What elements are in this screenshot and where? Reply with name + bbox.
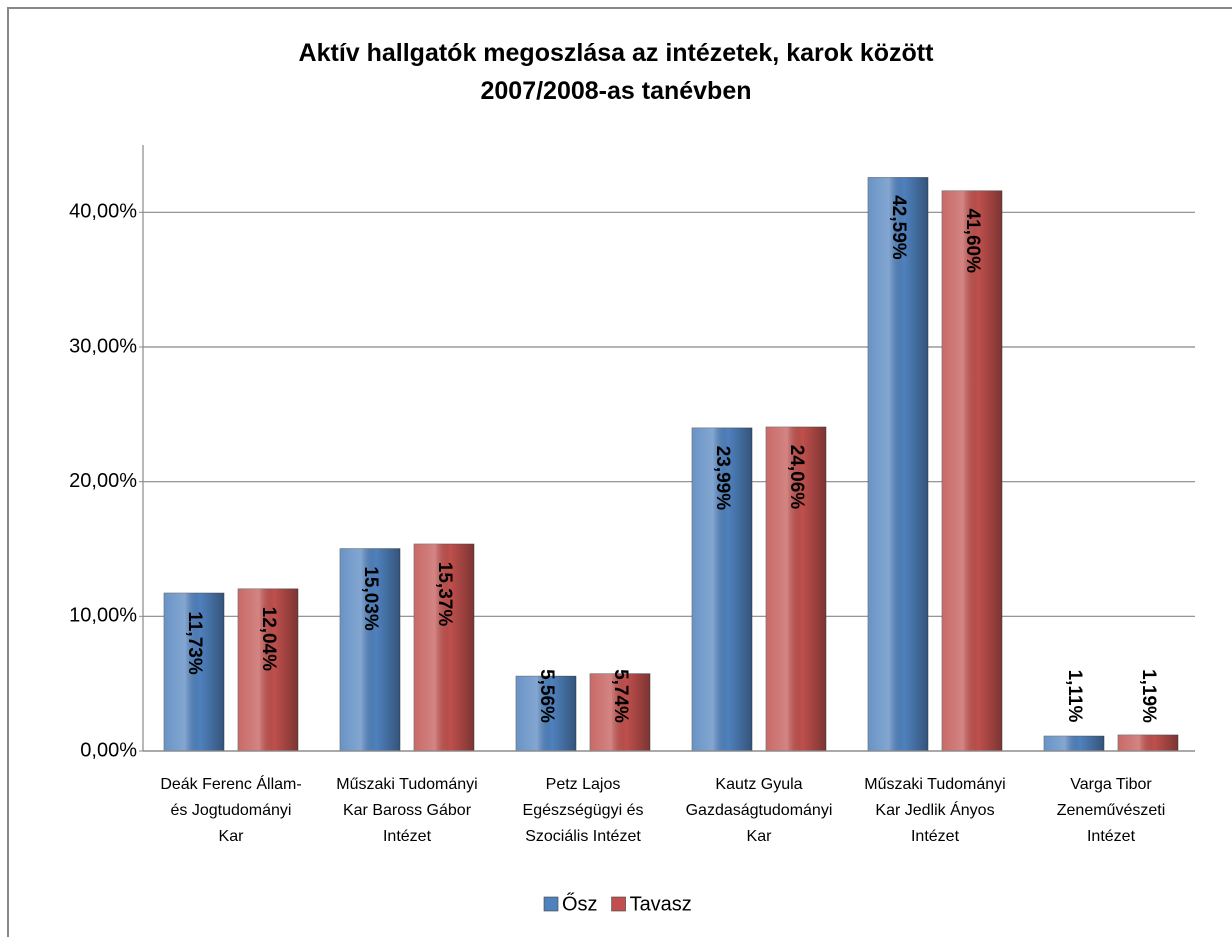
data-label: 1,11% [1064, 670, 1085, 723]
data-label: 5,56% [536, 669, 557, 723]
legend-swatch [543, 896, 559, 912]
chart-title: Aktív hallgatók megoszlása az intézetek,… [298, 39, 934, 105]
y-tick-label: 40,00% [69, 201, 137, 223]
bar [1043, 735, 1105, 752]
x-tick-label: Petz Lajos Egészségügyi és Szociális Int… [522, 776, 644, 845]
legend-label: Tavasz [630, 893, 692, 915]
bar [1117, 734, 1179, 752]
data-label: 12,04% [258, 607, 279, 672]
data-label: 41,60% [962, 209, 983, 274]
x-tick-label: Műszaki Tudományi Kar Baross Gábor Intéz… [336, 776, 478, 845]
data-label: 15,03% [360, 566, 381, 631]
y-tick-label: 30,00% [69, 335, 137, 357]
y-tick-label: 0,00% [80, 739, 137, 761]
x-tick-label: Deák Ferenc Állam- és Jogtudományi Kar [160, 776, 302, 845]
bar [941, 190, 1003, 752]
data-label: 11,73% [184, 611, 205, 674]
x-tick-label: Kautz Gyula Gazdaságtudományi Kar [685, 776, 833, 845]
chart-border [7, 7, 1232, 937]
y-tick-label: 10,00% [69, 605, 137, 627]
data-label: 15,37% [434, 562, 455, 627]
data-label: 42,59% [888, 195, 909, 260]
data-label: 24,06% [786, 445, 807, 510]
x-tick-label: Műszaki Tudományi Kar Jedlik Ányos Intéz… [864, 776, 1006, 845]
legend-swatch [611, 896, 626, 912]
data-label: 1,19% [1138, 669, 1159, 723]
bar [867, 177, 929, 752]
x-tick-label: Varga Tibor Zeneművészeti Intézet [1056, 776, 1166, 845]
legend-label: Ősz [562, 892, 598, 915]
data-label: 5,74% [610, 669, 631, 723]
y-tick-label: 20,00% [69, 470, 137, 492]
data-label: 23,99% [712, 446, 733, 511]
